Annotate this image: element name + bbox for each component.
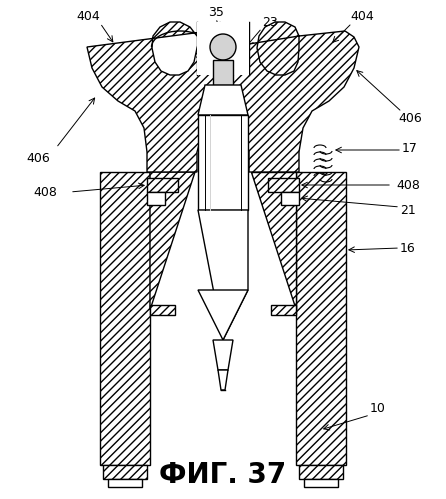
Polygon shape [228,22,359,172]
Polygon shape [218,370,228,390]
Polygon shape [198,115,248,210]
Text: 17: 17 [402,142,418,155]
Polygon shape [251,172,296,310]
Polygon shape [213,60,233,85]
Text: 404: 404 [76,9,100,22]
Text: 406: 406 [398,111,422,124]
Text: 35: 35 [208,5,224,18]
Text: 408: 408 [396,179,420,192]
Polygon shape [198,85,248,115]
Polygon shape [150,305,175,315]
Polygon shape [296,172,346,465]
Polygon shape [87,22,218,172]
Text: 23: 23 [262,15,278,28]
Polygon shape [198,290,248,340]
Text: 10: 10 [370,402,386,415]
Polygon shape [197,22,249,75]
Text: 406: 406 [26,152,50,165]
Polygon shape [304,479,338,487]
Polygon shape [271,305,296,315]
Polygon shape [299,465,343,479]
Polygon shape [103,465,147,479]
Polygon shape [281,192,299,205]
Polygon shape [268,178,299,192]
Circle shape [210,34,236,60]
Polygon shape [150,172,195,310]
Text: 408: 408 [33,186,57,199]
Polygon shape [147,178,178,192]
Text: ФИГ. 37: ФИГ. 37 [159,461,287,489]
Polygon shape [147,192,165,205]
Polygon shape [108,479,142,487]
Text: 21: 21 [400,204,416,217]
Polygon shape [100,172,150,465]
Polygon shape [213,340,233,370]
Polygon shape [198,210,248,340]
Text: 404: 404 [350,9,374,22]
Text: 16: 16 [400,242,416,254]
